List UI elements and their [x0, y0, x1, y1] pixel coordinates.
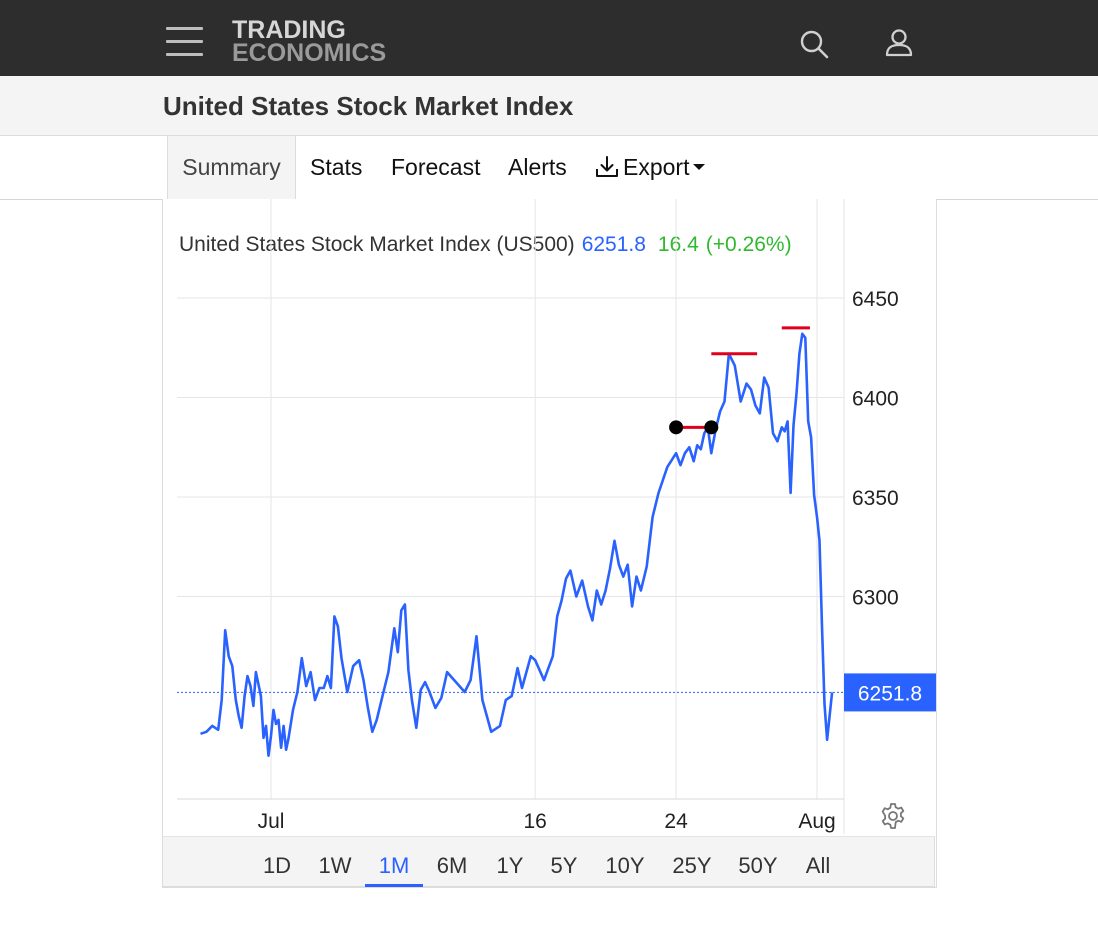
chart-grid: [177, 199, 845, 834]
range-button-1d[interactable]: 1D: [253, 837, 301, 887]
logo-line-1: TRADING: [232, 16, 346, 44]
x-tick-label: Jul: [258, 810, 285, 833]
segment-start-point: [669, 420, 684, 435]
range-button-5y[interactable]: 5Y: [541, 837, 587, 887]
range-label: 6M: [436, 853, 468, 878]
segment-end-point: [704, 420, 719, 435]
range-label: 25Y: [672, 853, 712, 878]
range-label: All: [805, 853, 831, 878]
tab-forecast[interactable]: Forecast: [391, 136, 480, 199]
range-label: 10Y: [605, 853, 645, 878]
chart-plot-area: 6251.8: [177, 326, 936, 757]
y-tick-label: 6450: [852, 288, 899, 311]
range-button-6m[interactable]: 6M: [427, 837, 477, 887]
chart-last-value: 6251.8: [582, 233, 646, 256]
x-tick-label: Aug: [798, 810, 835, 833]
tab-summary[interactable]: Summary: [167, 136, 296, 199]
chart-change: 16.4: [658, 233, 699, 256]
gear-icon[interactable]: [879, 802, 907, 830]
y-axis: 6300 6350 6400 6450: [852, 288, 899, 610]
current-value-label: 6251.8: [858, 682, 922, 705]
range-label: 50Y: [738, 853, 778, 878]
x-axis: Jul 16 24 Aug: [258, 810, 836, 833]
chevron-down-icon: [693, 164, 706, 170]
logo-line-2: ECONOMICS: [232, 39, 387, 67]
chart-instrument-name: United States Stock Market Index (US500): [179, 233, 575, 256]
range-button-25y[interactable]: 25Y: [664, 837, 720, 887]
range-label: 5Y: [550, 853, 578, 878]
range-label: 1D: [262, 853, 292, 878]
x-tick-label: 24: [664, 810, 688, 833]
series-line: [200, 332, 834, 757]
site-logo[interactable]: TRADING ECONOMICS: [232, 16, 387, 67]
search-icon[interactable]: [799, 29, 829, 59]
chart-card: United States Stock Market Index (US500)…: [162, 199, 937, 888]
x-tick-label: 16: [524, 810, 547, 833]
top-navigation-bar: TRADING ECONOMICS: [0, 0, 1098, 76]
download-icon: [596, 156, 618, 177]
range-button-10y[interactable]: 10Y: [597, 837, 653, 887]
tab-label: Stats: [310, 154, 363, 180]
price-chart[interactable]: United States Stock Market Index (US500)…: [163, 199, 936, 839]
range-button-1m[interactable]: 1M: [365, 837, 423, 887]
tab-alerts[interactable]: Alerts: [508, 136, 567, 199]
hamburger-menu-icon[interactable]: [166, 27, 203, 57]
chart-change-percent: (+0.26%): [706, 233, 792, 256]
y-tick-label: 6300: [852, 587, 899, 610]
time-range-selector: 1D 1W 1M 6M 1Y 5Y 10Y 25Y 50Y All: [162, 836, 935, 887]
tab-label: Alerts: [508, 154, 567, 180]
chart-title: United States Stock Market Index (US500)…: [179, 233, 792, 256]
tab-export[interactable]: Export: [595, 136, 706, 199]
tab-bar: Summary Stats Forecast Alerts Export: [0, 136, 1098, 200]
current-value-badge: [844, 673, 936, 712]
y-tick-label: 6350: [852, 487, 899, 510]
range-button-1w[interactable]: 1W: [311, 837, 359, 887]
title-bar: United States Stock Market Index: [0, 76, 1098, 136]
range-button-all[interactable]: All: [797, 837, 839, 887]
tab-label: Forecast: [391, 154, 481, 180]
range-button-50y[interactable]: 50Y: [730, 837, 786, 887]
page-title: United States Stock Market Index: [163, 91, 574, 121]
range-label: 1M: [378, 853, 410, 878]
tab-label: Summary: [182, 154, 281, 180]
y-tick-label: 6400: [852, 388, 899, 411]
user-icon[interactable]: [884, 28, 914, 58]
tab-label: Export: [623, 154, 690, 180]
range-label: 1W: [318, 853, 352, 878]
tab-stats[interactable]: Stats: [310, 136, 362, 199]
range-button-1y[interactable]: 1Y: [487, 837, 533, 887]
range-label: 1Y: [496, 853, 524, 878]
